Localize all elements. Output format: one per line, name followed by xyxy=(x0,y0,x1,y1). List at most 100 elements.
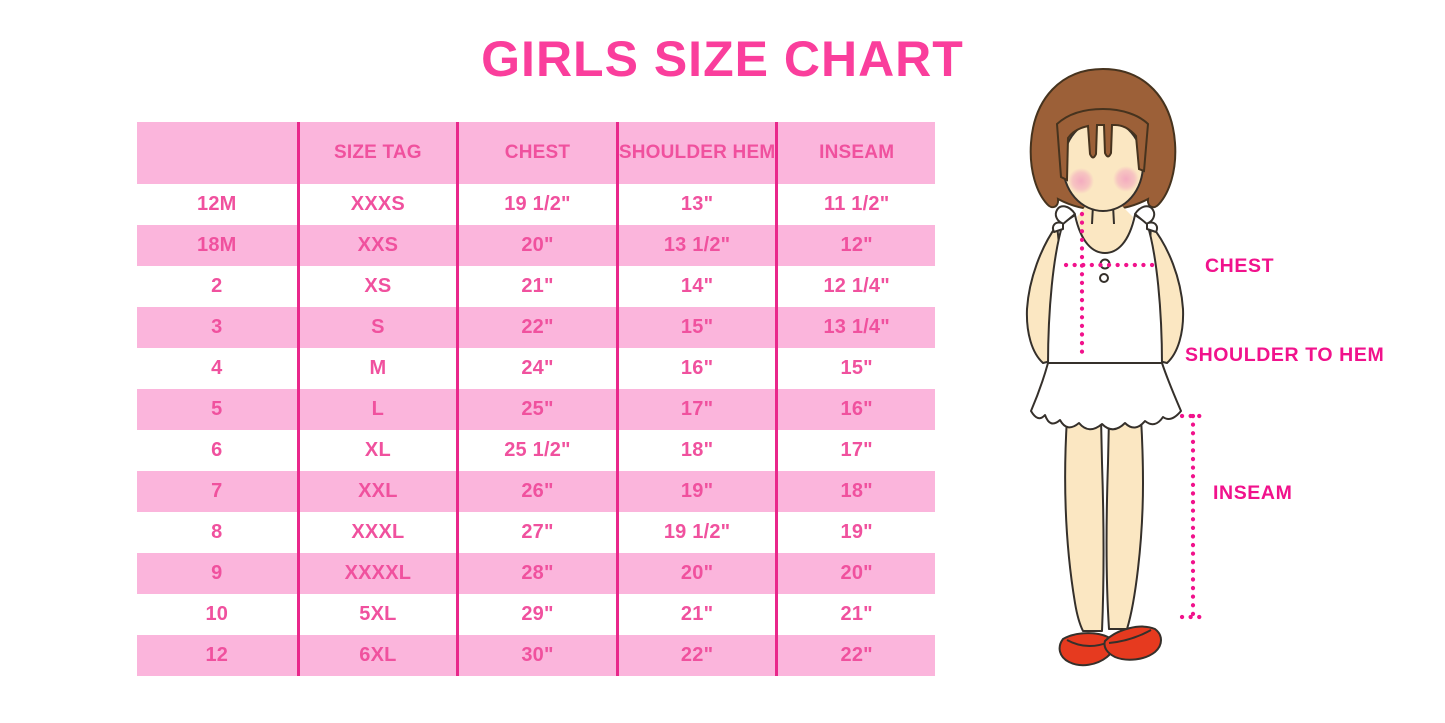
table-cell: S xyxy=(296,307,457,348)
table-cell: 12 xyxy=(205,644,229,666)
measurement-figure: CHEST SHOULDER TO HEM INSEAM xyxy=(1005,63,1445,703)
table-cell: 28" xyxy=(456,553,616,594)
table-cell: 25 1/2" xyxy=(456,430,616,471)
girl-hair-fringe xyxy=(1055,107,1150,182)
table-cell: XXXL xyxy=(296,512,457,553)
table-body: 12M XXXS 19 1/2" 13" 11 1/2" 18M XXS 20" 13 1/2"… xyxy=(137,184,935,676)
girl-top xyxy=(1047,214,1163,366)
table-row: 9 XXXXL 28" 20" 20" xyxy=(137,553,935,594)
table-row: 12 6XL 30" 22" 22" xyxy=(137,635,935,676)
girl-right-shoe-strap xyxy=(1108,629,1152,644)
table-cell: 19" xyxy=(615,471,776,512)
table-cell: 30" xyxy=(456,635,616,676)
table-cell: 2 xyxy=(211,275,223,297)
table-cell: XXXXL xyxy=(296,553,457,594)
table-cell: M xyxy=(296,348,457,389)
table-cell: 15" xyxy=(615,307,776,348)
table-cell: L xyxy=(296,389,457,430)
table-cell: XS xyxy=(296,266,457,307)
table-cell: 18" xyxy=(775,471,935,512)
table-header-cell: INSEAM xyxy=(775,122,935,184)
table-cell: 11 1/2" xyxy=(775,184,935,225)
table-cell: 24" xyxy=(456,348,616,389)
table-cell: 14" xyxy=(615,266,776,307)
table-cell: 29" xyxy=(456,594,616,635)
inseam-label: INSEAM xyxy=(1213,482,1292,504)
girl-face xyxy=(1062,118,1144,212)
table-header-cell: SIZE TAG xyxy=(296,122,457,184)
table-cell: 8 xyxy=(211,521,223,543)
girl-left-shoe xyxy=(1058,632,1115,667)
table-header-row: SIZE TAG CHEST SHOULDER HEM INSEAM xyxy=(137,122,935,184)
girl-right-shoe xyxy=(1103,625,1162,661)
table-row: 18M XXS 20" 13 1/2" 12" xyxy=(137,225,935,266)
table-cell: 6XL xyxy=(296,635,457,676)
table-cell: 25" xyxy=(456,389,616,430)
table-cell: 13 1/2" xyxy=(615,225,776,266)
table-cell: 3 xyxy=(211,316,223,338)
table-cell: 12M xyxy=(197,193,237,215)
table-cell: 20" xyxy=(615,553,776,594)
table-cell: 6 xyxy=(211,439,223,461)
table-cell: 16" xyxy=(615,348,776,389)
table-cell: 27" xyxy=(456,512,616,553)
table-cell: 18" xyxy=(615,430,776,471)
table-cell: 16" xyxy=(775,389,935,430)
table-cell: 17" xyxy=(775,430,935,471)
table-cell: XL xyxy=(296,430,457,471)
table-cell: 15" xyxy=(775,348,935,389)
girl-blush-left xyxy=(1068,168,1094,194)
page-title: GIRLS SIZE CHART xyxy=(481,31,964,87)
table-cell: XXXS xyxy=(296,184,457,225)
table-cell: 5 xyxy=(211,398,223,420)
table-cell: 19 1/2" xyxy=(615,512,776,553)
table-cell: 21" xyxy=(775,594,935,635)
girl-right-ruffle xyxy=(1134,205,1158,233)
table-row: 2 XS 21" 14" 12 1/4" xyxy=(137,266,935,307)
table-cell: 9 xyxy=(211,562,223,584)
table-cell: 19 1/2" xyxy=(456,184,616,225)
table-cell: 17" xyxy=(615,389,776,430)
table-cell: 22" xyxy=(456,307,616,348)
table-cell: 21" xyxy=(456,266,616,307)
table-row: 8 XXXL 27" 19 1/2" 19" xyxy=(137,512,935,553)
table-cell: 20" xyxy=(775,553,935,594)
girl-blush-right xyxy=(1113,166,1139,192)
table-cell: 13" xyxy=(615,184,776,225)
table-cell: 22" xyxy=(775,635,935,676)
table-cell: 13 1/4" xyxy=(775,307,935,348)
table-cell: 19" xyxy=(775,512,935,553)
table-row: 7 XXL 26" 19" 18" xyxy=(137,471,935,512)
table-cell: 7 xyxy=(211,480,223,502)
table-cell: 18M xyxy=(197,234,237,256)
girl-right-leg xyxy=(1105,417,1144,630)
chest-label: CHEST xyxy=(1205,255,1274,277)
girl-top-button-2 xyxy=(1099,273,1109,283)
table-row: 3 S 22" 15" 13 1/4" xyxy=(137,307,935,348)
girl-skirt xyxy=(1030,362,1182,431)
size-table: SIZE TAG CHEST SHOULDER HEM INSEAM 12M XX… xyxy=(137,122,935,676)
table-header-cell xyxy=(137,122,297,184)
shoulder-to-hem-label: SHOULDER TO HEM xyxy=(1185,344,1384,366)
table-cell: 12" xyxy=(775,225,935,266)
table-cell: 21" xyxy=(615,594,776,635)
table-cell: 12 1/4" xyxy=(775,266,935,307)
table-row: 4 M 24" 16" 15" xyxy=(137,348,935,389)
table-row: 12M XXXS 19 1/2" 13" 11 1/2" xyxy=(137,184,935,225)
table-cell: 5XL xyxy=(296,594,457,635)
table-cell: 4 xyxy=(211,357,223,379)
girl-illustration: CHEST SHOULDER TO HEM INSEAM xyxy=(1025,67,1384,667)
table-row: 6 XL 25 1/2" 18" 17" xyxy=(137,430,935,471)
table-header-cell: SHOULDER HEM xyxy=(615,122,776,184)
girl-chest-skin xyxy=(1077,199,1133,255)
table-cell: 10 xyxy=(205,603,229,625)
table-row: 10 5XL 29" 21" 21" xyxy=(137,594,935,635)
table-row: 5 L 25" 17" 16" xyxy=(137,389,935,430)
table-header-cell: CHEST xyxy=(456,122,616,184)
table-cell: 26" xyxy=(456,471,616,512)
girl-left-ruffle xyxy=(1052,205,1076,233)
table-cell: XXS xyxy=(296,225,457,266)
table-cell: 22" xyxy=(615,635,776,676)
table-cell: 20" xyxy=(456,225,616,266)
